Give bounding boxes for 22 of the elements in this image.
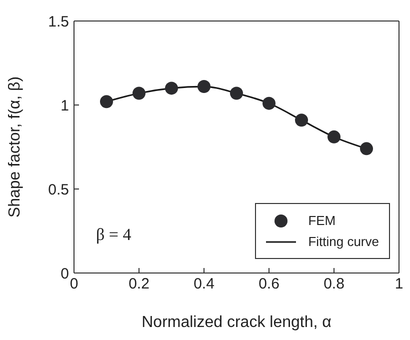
point [198,80,210,94]
y-tick-label: 0.5 [48,181,69,198]
x-tick-label: 0.2 [128,276,150,293]
legend-label: FEM [308,213,336,228]
y-tick-label: 1.5 [48,13,69,30]
y-tick-label: 1 [60,97,69,114]
point [100,95,113,108]
annotation: β = 4 [96,225,132,245]
x-tick-label: 0.8 [324,276,344,293]
point [230,86,243,100]
point [262,96,276,110]
point [132,86,146,100]
y-axis-title: Shape factor, f(α, β) [6,76,24,218]
x-axis-title: Normalized crack length, α [142,314,332,331]
point [295,114,308,127]
x-tick-label: 1 [394,276,404,293]
legend-label: Fitting curve [308,234,379,249]
point [165,82,178,95]
point [360,142,373,156]
x-tick-label: 0.4 [194,276,214,293]
point [328,130,340,144]
x-tick-label: 0.6 [258,276,280,293]
